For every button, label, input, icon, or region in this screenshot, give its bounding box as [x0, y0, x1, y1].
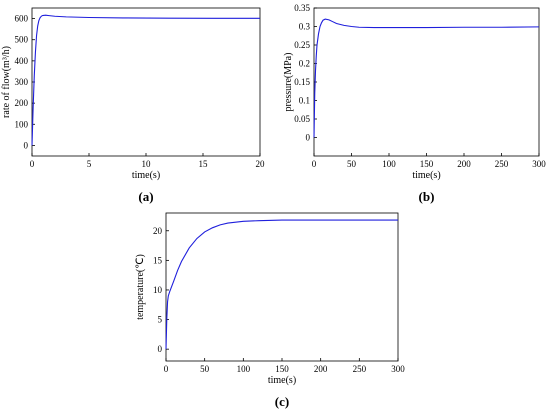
x-tick-label: 150 [275, 364, 289, 374]
panel-c-xlabel: time(s) [268, 375, 296, 386]
x-tick-label: 50 [347, 159, 357, 169]
x-tick-label: 0 [312, 159, 317, 169]
y-tick-label: 20 [153, 226, 163, 236]
x-tick-label: 5 [87, 159, 92, 169]
y-tick-label: 15 [153, 255, 163, 265]
y-tick-label: 500 [15, 35, 29, 45]
x-tick-label: 20 [256, 159, 266, 169]
y-tick-label: 5 [158, 315, 163, 325]
panel-b-series-line [313, 18, 540, 138]
panel-c-series-line [165, 219, 398, 350]
x-tick-label: 200 [457, 159, 471, 169]
x-tick-label: 250 [495, 159, 509, 169]
y-tick-label: 0 [24, 140, 29, 150]
y-tick-label: 100 [15, 119, 29, 129]
y-tick-label: 600 [15, 14, 29, 24]
y-tick-label: 300 [15, 77, 29, 87]
y-tick-label: 200 [15, 98, 29, 108]
panel-b-plot-area [313, 7, 540, 157]
panel-b-ticks: 0 50 100 150 200 250 300 0 0.05 0.1 0.15 0.2 0.25 0.3… [294, 3, 546, 169]
x-tick-label: 10 [142, 159, 152, 169]
y-tick-label: 10 [153, 285, 163, 295]
x-tick-label: 100 [382, 159, 396, 169]
panel-c-label-text: (c) [275, 394, 289, 409]
y-tick-label: 0.35 [294, 3, 310, 13]
y-tick-label: 0.05 [294, 114, 310, 124]
y-tick-label: 0 [158, 344, 163, 354]
y-tick-label: 0.3 [299, 22, 311, 32]
x-tick-label: 250 [353, 364, 367, 374]
panel-c-label: (c) [275, 394, 289, 409]
y-tick-label: 0 [306, 133, 311, 143]
y-tick-label: 0.15 [294, 77, 310, 87]
panel-c-ylabel: temperature(℃) [135, 254, 146, 320]
x-tick-label: 150 [420, 159, 434, 169]
x-tick-label: 50 [200, 364, 210, 374]
panel-c-plot-area [165, 212, 399, 362]
y-tick-label: 0.25 [294, 40, 310, 50]
y-tick-label: 400 [15, 56, 29, 66]
x-tick-label: 0 [164, 364, 169, 374]
y-tick-label: 0.2 [299, 59, 310, 69]
panel-c-chart: 0 50 100 150 200 250 300 0 5 10 15 20 time(s) tempe… [135, 212, 405, 409]
panel-b-ylabel: pressure(MPa) [283, 53, 294, 112]
x-tick-label: 200 [314, 364, 328, 374]
panel-a-series-line [31, 14, 260, 146]
x-tick-label: 300 [391, 364, 405, 374]
x-tick-label: 100 [237, 364, 251, 374]
panel-a-ylabel: rate of flow(m³/h) [1, 46, 12, 118]
panel-c-ticks: 0 50 100 150 200 250 300 0 5 10 15 20 [153, 226, 405, 374]
panel-b-chart: 0 50 100 150 200 250 300 0 0.05 0.1 0.15 0.2 0.25 0.3… [283, 3, 546, 204]
panel-b-xlabel: time(s) [412, 170, 440, 181]
x-tick-label: 15 [199, 159, 209, 169]
panel-b-label-text: (b) [419, 189, 435, 204]
panel-a-label-text: (a) [138, 189, 153, 204]
panel-a-plot-area [31, 7, 261, 157]
panel-a-xlabel: time(s) [132, 170, 160, 181]
panel-b-label: (b) [419, 189, 435, 204]
y-tick-label: 0.1 [299, 96, 310, 106]
panel-a-label: (a) [138, 189, 153, 204]
x-tick-label: 300 [532, 159, 546, 169]
x-tick-label: 0 [30, 159, 35, 169]
